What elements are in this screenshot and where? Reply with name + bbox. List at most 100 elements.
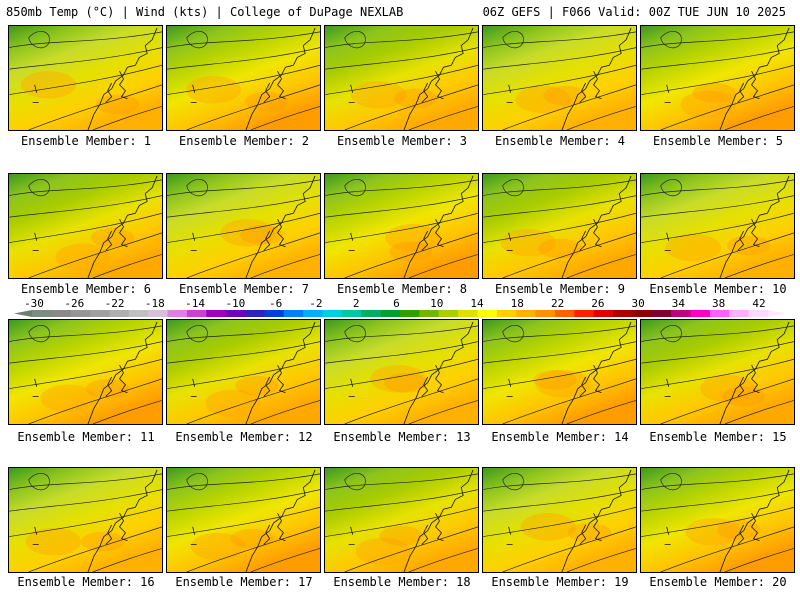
colorbar-swatch (225, 310, 246, 317)
colorbar-swatch (109, 310, 130, 317)
ensemble-member-map (324, 173, 479, 279)
ensemble-member-map (482, 319, 637, 425)
ensemble-member-map (482, 25, 637, 131)
colorbar-swatch (709, 310, 730, 317)
ensemble-member-label: Ensemble Member: 2 (178, 134, 310, 148)
colorbar-swatch (613, 310, 633, 317)
colorbar-swatch (516, 310, 536, 317)
colorbar-tick-label: 6 (393, 297, 400, 310)
colorbar-swatch (632, 310, 653, 317)
ensemble-member-label: Ensemble Member: 7 (178, 282, 310, 296)
colorbar-tick-label: 26 (591, 297, 604, 310)
ensemble-member-label: Ensemble Member: 4 (494, 134, 626, 148)
colorbar-tick-label: 42 (752, 297, 765, 310)
ensemble-member-map (8, 173, 163, 279)
colorbar-swatch (574, 310, 595, 317)
colorbar-tick-label: 22 (551, 297, 564, 310)
ensemble-member-map (8, 467, 163, 573)
colorbar-swatch (70, 310, 91, 317)
colorbar-swatch (303, 310, 323, 317)
map-header-title: 850mb Temp (°C) | Wind (kts) | College o… (6, 5, 404, 19)
ensemble-member-map (166, 467, 321, 573)
colorbar-swatch (400, 310, 420, 317)
colorbar-tick-label: 30 (632, 297, 645, 310)
ensemble-member-label: Ensemble Member: 15 (649, 430, 787, 444)
ensemble-member-label: Ensemble Member: 20 (649, 575, 787, 589)
colorbar-swatch (283, 310, 304, 317)
ensemble-member-map (324, 467, 479, 573)
temperature-colorbar: -30 -26 -22 -18 -14 -10 -6 -2 2 6 10 14 18 22 26 30 34 38… (14, 297, 786, 317)
colorbar-tick-label: -10 (225, 297, 245, 310)
colorbar-tick-label: -6 (269, 297, 282, 310)
ensemble-member-label: Ensemble Member: 8 (336, 282, 468, 296)
colorbar-swatch (496, 310, 517, 317)
colorbar-tick-label: 14 (470, 297, 484, 310)
colorbar-swatch (477, 310, 498, 317)
colorbar-swatch (535, 310, 556, 317)
colorbar-swatch (148, 310, 168, 317)
colorbar-tick-label: 10 (430, 297, 443, 310)
ensemble-member-map (324, 319, 479, 425)
colorbar-swatch (593, 310, 614, 317)
ensemble-member-map (324, 25, 479, 131)
ensemble-member-label: Ensemble Member: 17 (175, 575, 313, 589)
colorbar-right-arrow (768, 310, 786, 317)
colorbar-left-arrow (14, 310, 32, 317)
colorbar-swatch (380, 310, 401, 317)
colorbar-tick-label: -22 (105, 297, 125, 310)
ensemble-member-map (482, 173, 637, 279)
colorbar-swatch (651, 310, 672, 317)
ensemble-member-label: Ensemble Member: 18 (333, 575, 471, 589)
ensemble-member-label: Ensemble Member: 11 (17, 430, 155, 444)
colorbar-tick-label: 2 (353, 297, 360, 310)
colorbar-swatch (167, 310, 188, 317)
colorbar-swatch (554, 310, 575, 317)
run-valid-time: 06Z GEFS | F066 Valid: 00Z TUE JUN 10 20… (482, 5, 786, 19)
colorbar-tick-label: 38 (712, 297, 725, 310)
colorbar-swatch (90, 310, 110, 317)
ensemble-member-label: Ensemble Member: 10 (649, 282, 787, 296)
ensemble-member-map (166, 319, 321, 425)
ensemble-member-map (8, 319, 163, 425)
colorbar-swatch (729, 310, 750, 317)
ensemble-member-label: Ensemble Member: 12 (175, 430, 313, 444)
colorbar-swatch (51, 310, 72, 317)
colorbar-swatch (186, 310, 207, 317)
colorbar-swatch (341, 310, 362, 317)
colorbar-swatch (438, 310, 459, 317)
ensemble-member-label: Ensemble Member: 16 (17, 575, 155, 589)
ensemble-member-map (8, 25, 163, 131)
colorbar-tick-label: -30 (24, 297, 44, 310)
colorbar-swatch (206, 310, 227, 317)
colorbar-swatch (32, 310, 52, 317)
ensemble-member-label: Ensemble Member: 19 (491, 575, 629, 589)
ensemble-member-label: Ensemble Member: 13 (333, 430, 471, 444)
colorbar-swatch (128, 310, 149, 317)
colorbar-swatch (361, 310, 382, 317)
colorbar-swatch (458, 310, 478, 317)
colorbar-swatch (264, 310, 285, 317)
ensemble-member-label: Ensemble Member: 1 (20, 134, 152, 148)
colorbar-swatch (419, 310, 440, 317)
ensemble-member-label: Ensemble Member: 5 (652, 134, 784, 148)
ensemble-member-map (640, 173, 795, 279)
colorbar-tick-label: 18 (511, 297, 524, 310)
ensemble-member-label: Ensemble Member: 14 (491, 430, 629, 444)
colorbar-swatch (245, 310, 265, 317)
colorbar-swatch (671, 310, 691, 317)
colorbar-tick-label: -14 (185, 297, 205, 310)
colorbar-tick-label: -18 (145, 297, 165, 310)
ensemble-member-map (640, 25, 795, 131)
colorbar-tick-label: -26 (64, 297, 84, 310)
ensemble-member-map (166, 173, 321, 279)
ensemble-member-label: Ensemble Member: 9 (494, 282, 626, 296)
ensemble-member-map (166, 25, 321, 131)
colorbar-swatch (690, 310, 711, 317)
ensemble-member-map (482, 467, 637, 573)
colorbar-tick-label: 34 (672, 297, 686, 310)
colorbar-swatch (748, 310, 769, 317)
ensemble-member-label: Ensemble Member: 6 (20, 282, 152, 296)
colorbar-swatch (322, 310, 343, 317)
ensemble-member-map (640, 319, 795, 425)
ensemble-member-label: Ensemble Member: 3 (336, 134, 468, 148)
